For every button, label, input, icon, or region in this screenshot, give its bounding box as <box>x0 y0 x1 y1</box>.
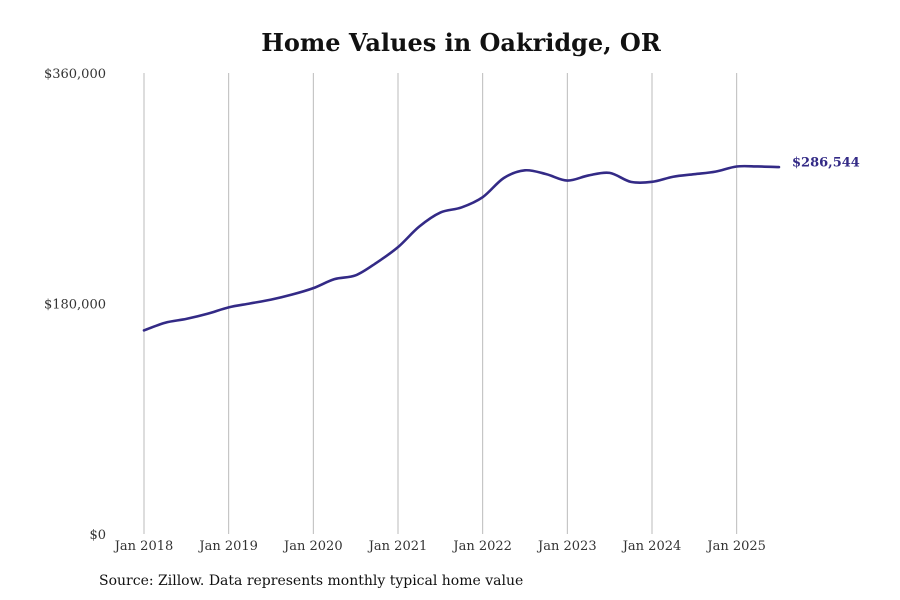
y-tick-label: $180,000 <box>44 298 106 313</box>
x-tick-label: Jan 2018 <box>113 539 174 554</box>
y-tick-label: $360,000 <box>44 67 106 82</box>
x-tick-label: Jan 2025 <box>705 539 766 554</box>
x-tick-label: Jan 2024 <box>621 539 682 554</box>
grid-lines <box>143 73 738 534</box>
y-axis-tick-labels: $0 $180,000 $360,000 <box>44 67 106 543</box>
x-axis-tick-labels: Jan 2018 Jan 2019 Jan 2020 Jan 2021 Jan 2022… <box>113 539 766 554</box>
source-note: Source: Zillow. Data represents monthly … <box>99 573 524 589</box>
y-tick-label: $0 <box>89 528 106 543</box>
chart-title: Home Values in Oakridge, OR <box>261 28 661 57</box>
x-tick-label: Jan 2022 <box>451 539 512 554</box>
series-line <box>142 164 781 332</box>
x-tick-label: Jan 2023 <box>536 539 597 554</box>
x-tick-label: Jan 2020 <box>282 539 343 554</box>
x-tick-label: Jan 2019 <box>197 539 258 554</box>
x-tick-label: Jan 2021 <box>367 539 428 554</box>
end-value-label: $286,544 <box>792 156 860 171</box>
